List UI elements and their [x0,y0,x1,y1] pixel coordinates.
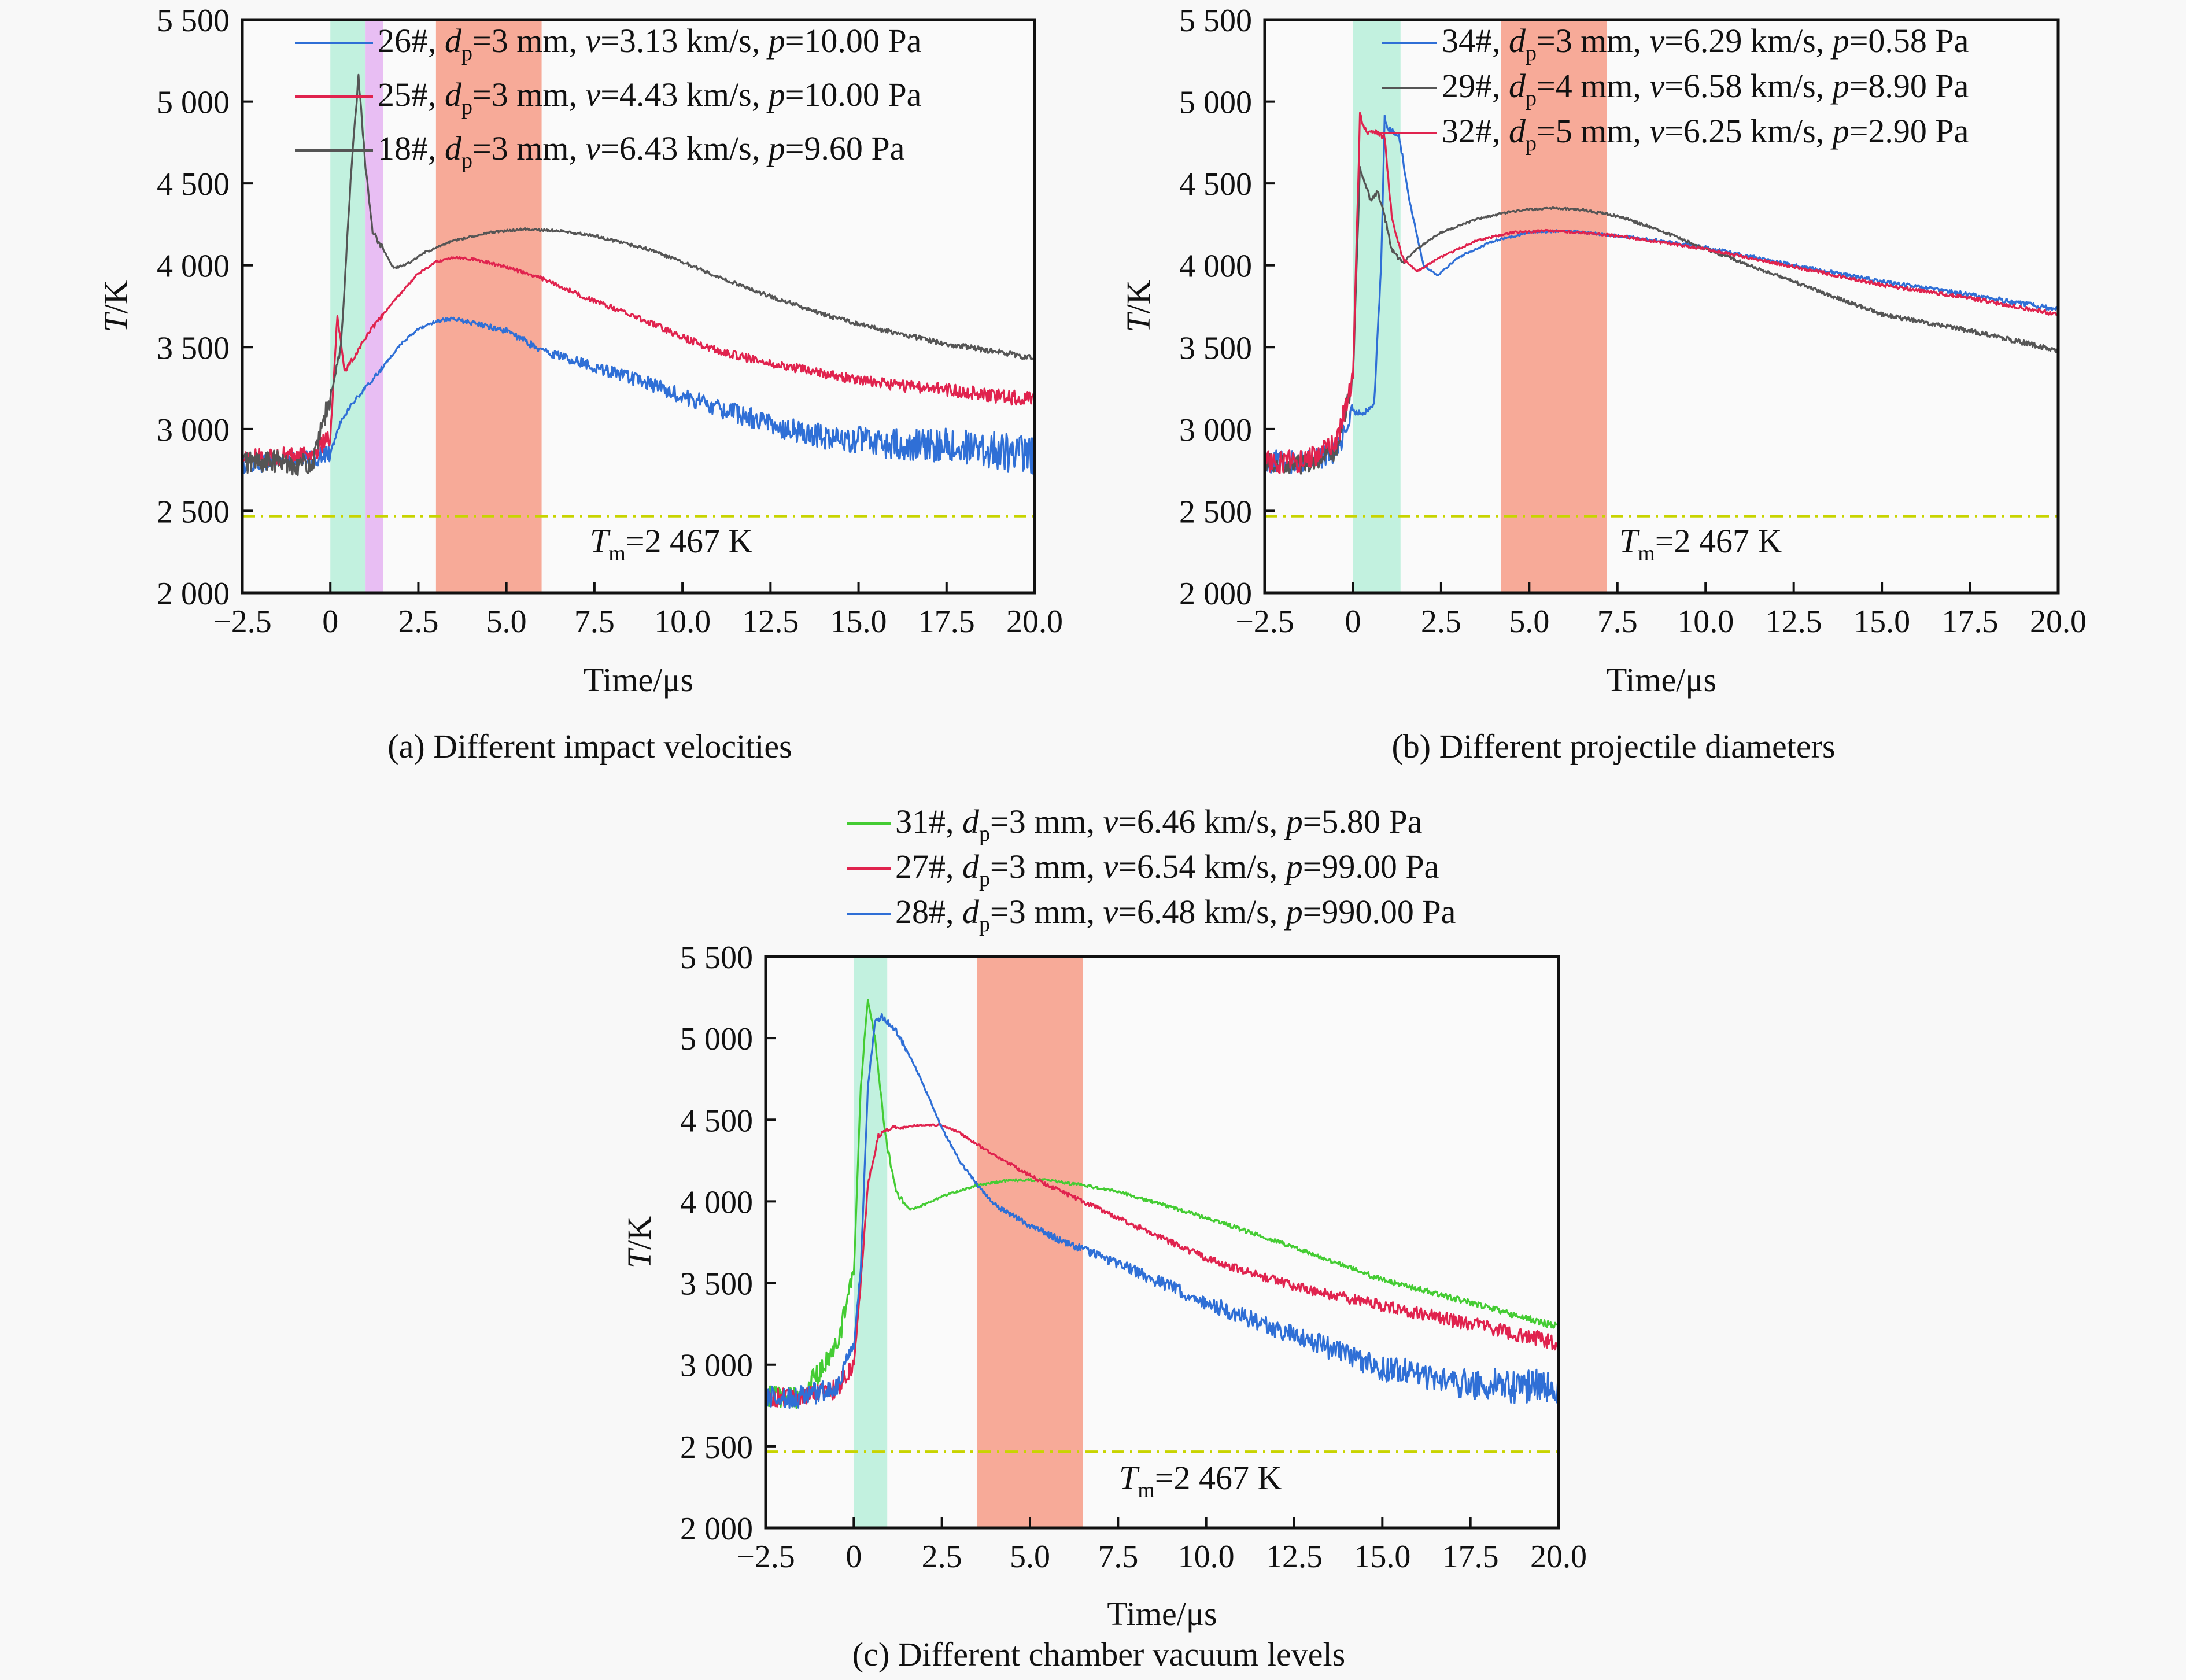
y-tick-label: 2 000 [1179,576,1252,612]
x-tick-label: 10.0 [1677,604,1734,640]
y-tick-label: 3 000 [1179,412,1252,448]
x-tick-label: 5.0 [486,604,527,640]
y-tick-label: 4 500 [680,1103,753,1139]
series-line-28 [765,1013,1560,1409]
plot-frame [1263,18,2060,595]
melting-point-label: Tm=2 467 K [1619,522,1782,566]
series-line-32 [1264,112,2059,474]
x-tick-label: 20.0 [1006,604,1063,640]
legend-entry: 34#, dp=3 mm, v=6.29 km/s, p=0.58 Pa [1442,22,1969,65]
y-tick-label: 2 500 [1179,494,1252,530]
y-axis-title: T/K [97,280,135,332]
shaded-band [1353,20,1401,593]
x-tick-label: 7.5 [1098,1539,1138,1575]
y-axis-title: T/K [1120,280,1157,332]
legend-entry: 25#, dp=3 mm, v=4.43 km/s, p=10.00 Pa [378,76,921,119]
shaded-band [330,20,366,593]
y-tick-label: 5 000 [1179,85,1252,121]
y-tick-label: 3 000 [157,412,230,448]
x-tick-label: 15.0 [830,604,887,640]
x-tick-label: 17.5 [1442,1539,1499,1575]
y-tick-label: 3 000 [680,1348,753,1384]
y-tick-label: 5 500 [1179,3,1252,39]
x-tick-label: −2.5 [736,1539,795,1575]
panel-caption: (b) Different projectile diameters [1391,728,1835,765]
shaded-band [435,20,542,593]
plot-frame [764,955,1560,1530]
y-tick-label: 3 500 [157,330,230,366]
y-axis-title: T/K [621,1216,658,1268]
series-line-27 [765,1123,1560,1408]
x-tick-label: 7.5 [1597,604,1638,640]
x-tick-label: −2.5 [213,604,272,640]
series-line-18 [241,73,1036,477]
y-tick-label: 2 500 [680,1430,753,1465]
x-tick-label: 5.0 [1010,1539,1050,1575]
x-tick-label: 10.0 [654,604,711,640]
legend-entry: 31#, dp=3 mm, v=6.46 km/s, p=5.80 Pa [895,803,1422,846]
x-tick-label: 2.5 [398,604,438,640]
melting-point-label: Tm=2 467 K [590,522,753,566]
panel-b: −2.5 0 2.5 5.0 7.5 10.0 12.5 15.0 17.5 20.0 2 000 2… [1120,3,2087,765]
x-tick-label: 12.5 [742,604,799,640]
shaded-band [365,20,383,593]
x-tick-label: 5.0 [1509,604,1549,640]
x-tick-label: 15.0 [1354,1539,1410,1575]
series-line-31 [765,999,1560,1409]
x-tick-label: 12.5 [1266,1539,1323,1575]
legend-entry: 18#, dp=3 mm, v=6.43 km/s, p=9.60 Pa [378,130,904,173]
y-tick-label: 4 000 [680,1184,753,1220]
x-tick-label: 15.0 [1853,604,1910,640]
series-line-34 [1264,115,2059,474]
x-tick-label: 0 [845,1539,862,1575]
x-tick-label: 2.5 [922,1539,962,1575]
y-tick-label: 2 500 [157,494,230,530]
x-tick-label: 2.5 [1421,604,1461,640]
y-tick-label: 5 000 [680,1021,753,1057]
y-tick-label: 4 500 [157,167,230,202]
panel-caption: (c) Different chamber vacuum levels [852,1635,1345,1673]
x-tick-label: 7.5 [574,604,615,640]
series-line-29 [1264,165,2059,475]
x-axis-title: Time/μs [1107,1595,1217,1633]
legend-entry: 27#, dp=3 mm, v=6.54 km/s, p=99.00 Pa [895,848,1439,891]
legend-entry: 29#, dp=4 mm, v=6.58 km/s, p=8.90 Pa [1442,67,1969,110]
melting-point-label: Tm=2 467 K [1119,1459,1282,1502]
legend-entry: 28#, dp=3 mm, v=6.48 km/s, p=990.00 Pa [895,893,1456,936]
y-tick-label: 2 000 [157,576,230,612]
y-tick-label: 2 000 [680,1511,753,1547]
x-tick-label: 20.0 [2030,604,2087,640]
shaded-band [1501,20,1607,593]
panel-c: −2.5 0 2.5 5.0 7.5 10.0 12.5 15.0 17.5 20.0 2 000 2… [621,803,1587,1673]
panel-caption: (a) Different impact velocities [387,728,792,765]
x-tick-label: 20.0 [1530,1539,1587,1575]
shaded-band [854,957,888,1528]
x-tick-label: 0 [1345,604,1361,640]
legend-entry: 32#, dp=5 mm, v=6.25 km/s, p=2.90 Pa [1442,112,1969,156]
x-tick-label: −2.5 [1235,604,1294,640]
x-tick-label: 17.5 [918,604,975,640]
panel-a: −2.5 0 2.5 5.0 7.5 10.0 12.5 15.0 17.5 20.0 2 000 2… [97,3,1063,765]
y-tick-label: 4 000 [157,249,230,285]
plot-frame [241,18,1036,595]
x-tick-label: 10.0 [1178,1539,1235,1575]
series-line-26 [241,316,1036,478]
x-axis-title: Time/μs [584,661,693,699]
plot-area [766,957,1559,1528]
y-tick-label: 5 000 [157,85,230,121]
y-tick-label: 3 500 [680,1267,753,1302]
x-axis-title: Time/μs [1607,661,1716,699]
y-tick-label: 4 000 [1179,249,1252,285]
legend-entry: 26#, dp=3 mm, v=3.13 km/s, p=10.00 Pa [378,22,921,65]
series-line-25 [241,256,1035,467]
y-tick-label: 5 500 [680,940,753,976]
x-tick-label: 12.5 [1766,604,1822,640]
y-tick-label: 4 500 [1179,167,1252,202]
y-tick-label: 3 500 [1179,330,1252,366]
x-tick-label: 17.5 [1942,604,1999,640]
x-tick-label: 0 [322,604,338,640]
y-tick-label: 5 500 [157,3,230,39]
